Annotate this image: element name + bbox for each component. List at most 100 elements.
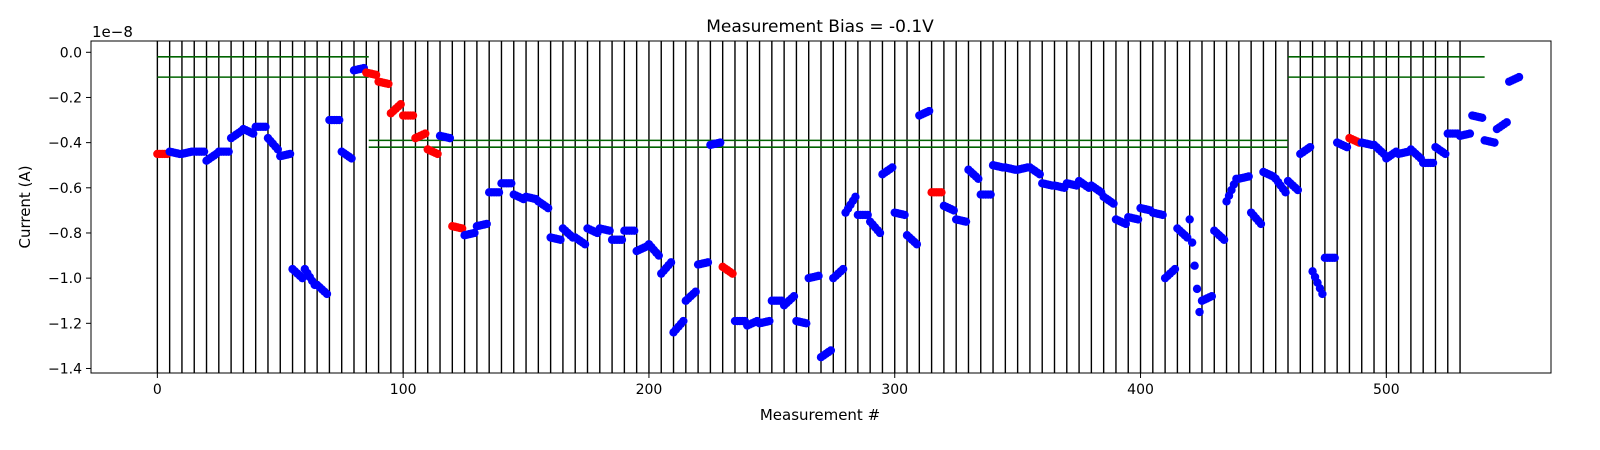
data-point bbox=[716, 138, 725, 147]
data-point bbox=[1330, 253, 1339, 263]
y-tick-label: −0.6 bbox=[48, 181, 82, 197]
data-point bbox=[765, 316, 774, 326]
y-scale-label: 1e−8 bbox=[92, 23, 133, 41]
data-point bbox=[629, 226, 639, 235]
x-tick-label: 0 bbox=[153, 382, 162, 398]
data-point bbox=[691, 287, 700, 296]
data-point bbox=[1158, 210, 1167, 220]
chart-title: Measurement Bias = -0.1V bbox=[706, 17, 934, 37]
data-point bbox=[679, 316, 688, 326]
data-point bbox=[322, 289, 332, 299]
data-point bbox=[1342, 142, 1352, 152]
data-point bbox=[851, 192, 860, 202]
data-point bbox=[580, 240, 590, 249]
data-point bbox=[1293, 185, 1303, 195]
data-point bbox=[986, 190, 995, 199]
x-tick-label: 400 bbox=[1127, 382, 1154, 398]
x-tick-label: 200 bbox=[636, 382, 663, 398]
data-point bbox=[347, 154, 356, 163]
data-point bbox=[1219, 235, 1229, 244]
data-point-flagged bbox=[433, 149, 442, 159]
data-point bbox=[961, 217, 971, 226]
y-tick-label: −1.0 bbox=[48, 271, 82, 287]
y-axis-label: Current (A) bbox=[16, 165, 34, 248]
x-tick-label: 100 bbox=[390, 382, 417, 398]
data-point-flagged bbox=[728, 269, 737, 278]
y-tick-label: −0.2 bbox=[48, 90, 82, 106]
data-point bbox=[470, 228, 479, 238]
data-point bbox=[826, 346, 836, 355]
data-point bbox=[1441, 149, 1450, 159]
data-point bbox=[802, 319, 811, 328]
data-point bbox=[224, 147, 233, 156]
data-point-flagged bbox=[457, 224, 467, 233]
y-tick-label: −1.4 bbox=[48, 361, 82, 377]
data-point bbox=[261, 122, 270, 132]
data-point-flagged bbox=[384, 79, 393, 89]
data-point bbox=[543, 203, 553, 213]
data-point bbox=[1109, 199, 1118, 208]
data-point bbox=[1305, 142, 1315, 152]
data-point bbox=[789, 292, 799, 301]
data-point-flagged bbox=[937, 188, 946, 197]
data-point bbox=[445, 133, 455, 143]
y-tick-label: −1.2 bbox=[48, 316, 82, 332]
data-point bbox=[1465, 129, 1475, 138]
data-point bbox=[285, 149, 295, 159]
data-point bbox=[1187, 238, 1197, 247]
data-point bbox=[273, 145, 283, 154]
data-point bbox=[912, 240, 922, 249]
data-point bbox=[1256, 219, 1266, 229]
plot-frame bbox=[90, 40, 1552, 374]
data-point bbox=[1514, 72, 1524, 82]
data-point bbox=[1190, 261, 1199, 270]
y-tick-label: −0.8 bbox=[48, 226, 82, 242]
data-point bbox=[507, 179, 516, 188]
data-point-flagged bbox=[396, 100, 405, 109]
data-point-flagged bbox=[421, 129, 430, 138]
data-point bbox=[838, 264, 848, 274]
data-point bbox=[900, 210, 909, 220]
data-point-flagged bbox=[408, 111, 418, 120]
data-point bbox=[974, 174, 983, 183]
data-point bbox=[875, 228, 885, 238]
data-point bbox=[1244, 172, 1253, 181]
x-axis: 0 100 200 300 400 500 bbox=[153, 373, 1400, 398]
x-tick-label: 300 bbox=[881, 382, 908, 398]
data-point bbox=[1502, 118, 1511, 127]
data-point bbox=[1192, 284, 1202, 294]
data-point bbox=[949, 206, 958, 215]
data-point bbox=[199, 147, 209, 156]
data-point bbox=[1490, 138, 1499, 147]
data-point bbox=[666, 258, 676, 267]
y-tick-label: −0.4 bbox=[48, 136, 82, 152]
data-point bbox=[1035, 170, 1044, 179]
data-point bbox=[494, 188, 504, 197]
data-point bbox=[1170, 264, 1180, 274]
data-point-flagged bbox=[371, 70, 381, 80]
vertical-separators bbox=[156, 41, 1461, 373]
data-point bbox=[1195, 307, 1204, 317]
data-point bbox=[1477, 113, 1487, 122]
data-point bbox=[1428, 158, 1438, 168]
data-point bbox=[249, 129, 258, 138]
data-point bbox=[482, 219, 491, 229]
y-axis: −1.4 −1.2 −1.0 −0.8 −0.6 −0.4 −0.2 0.0 bbox=[48, 45, 91, 377]
data-point bbox=[617, 235, 627, 244]
data-point bbox=[863, 210, 872, 220]
data-point bbox=[1185, 215, 1194, 224]
data-point bbox=[335, 115, 344, 125]
data-point bbox=[814, 271, 823, 281]
data-point bbox=[1281, 188, 1290, 197]
data-point bbox=[1133, 215, 1143, 224]
data-point bbox=[703, 258, 713, 267]
x-tick-label: 500 bbox=[1373, 382, 1400, 398]
data-point bbox=[1318, 289, 1327, 299]
data-point bbox=[924, 106, 934, 116]
data-point bbox=[1207, 292, 1217, 301]
x-axis-label: Measurement # bbox=[760, 406, 880, 424]
data-points bbox=[153, 63, 1524, 362]
data-point bbox=[556, 235, 565, 244]
